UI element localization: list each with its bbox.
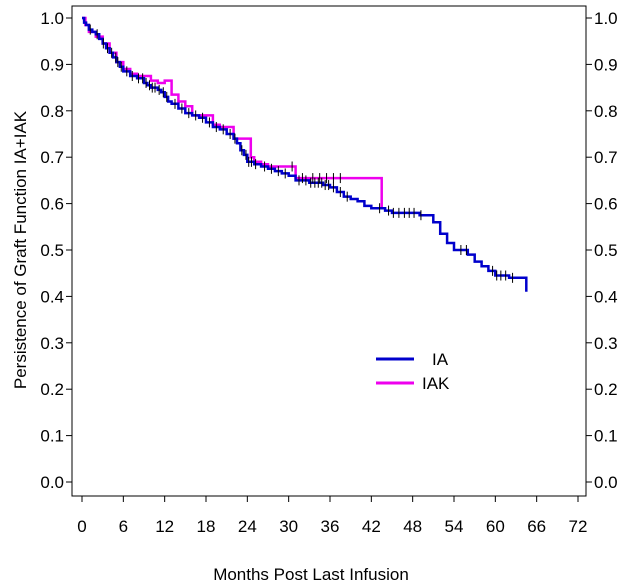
y-tick-label-left: 0.6 [40,195,64,214]
y-tick-label-right: 1.0 [594,9,618,28]
censor-layer [89,24,514,283]
legend-label-iak: IAK [422,374,450,393]
x-tick-label: 18 [197,517,216,536]
y-axis-right: 0.0 0.1 0.2 0.3 0.4 0.5 0.6 0.7 0.8 0.9 1.0 [586,9,618,492]
legend-label-ia: IA [432,350,449,369]
y-tick-label-right: 0.1 [594,427,618,446]
y-tick-label-left: 0.2 [40,380,64,399]
x-tick-label: 0 [77,517,86,536]
y-axis-title: Persistence of Graft Function IA+IAK [11,110,30,389]
y-tick-label-right: 0.4 [594,287,618,306]
x-tick-label: 24 [238,517,257,536]
x-axis-title: Months Post Last Infusion [213,565,409,584]
y-tick-label-right: 0.3 [594,334,618,353]
x-tick-label: 72 [569,517,588,536]
y-tick-label-right: 0.0 [594,473,618,492]
y-tick-label-right: 0.5 [594,241,618,260]
y-axis-left: 0.0 0.1 0.2 0.3 0.4 0.5 0.6 0.7 0.8 0.9 1.0 [40,9,72,492]
series-iak-line [82,16,383,209]
x-tick-label: 66 [527,517,546,536]
y-tick-label-left: 0.3 [40,334,64,353]
series-layer [82,16,528,292]
y-tick-label-right: 0.9 [594,55,618,74]
series-ia-line [82,16,528,292]
y-tick-label-left: 0.7 [40,148,64,167]
y-tick-label-right: 0.8 [594,102,618,121]
y-tick-label-left: 1.0 [40,9,64,28]
y-tick-label-left: 0.0 [40,473,64,492]
x-tick-label: 60 [486,517,505,536]
x-tick-label: 36 [321,517,340,536]
legend: IA IAK [376,350,450,393]
y-tick-label-left: 0.5 [40,241,64,260]
x-tick-label: 12 [155,517,174,536]
y-tick-label-left: 0.9 [40,55,64,74]
x-tick-label: 54 [445,517,464,536]
x-tick-label: 6 [119,517,128,536]
y-tick-label-right: 0.6 [594,195,618,214]
x-tick-label: 48 [403,517,422,536]
x-tick-label: 30 [279,517,298,536]
y-tick-label-right: 0.2 [594,380,618,399]
x-axis: 0 6 12 18 24 30 36 42 48 54 60 66 72 [77,496,587,536]
plot-frame [71,5,587,497]
y-tick-label-left: 0.1 [40,427,64,446]
y-tick-label-left: 0.8 [40,102,64,121]
y-tick-label-right: 0.7 [594,148,618,167]
x-tick-label: 42 [362,517,381,536]
y-tick-label-left: 0.4 [40,287,64,306]
